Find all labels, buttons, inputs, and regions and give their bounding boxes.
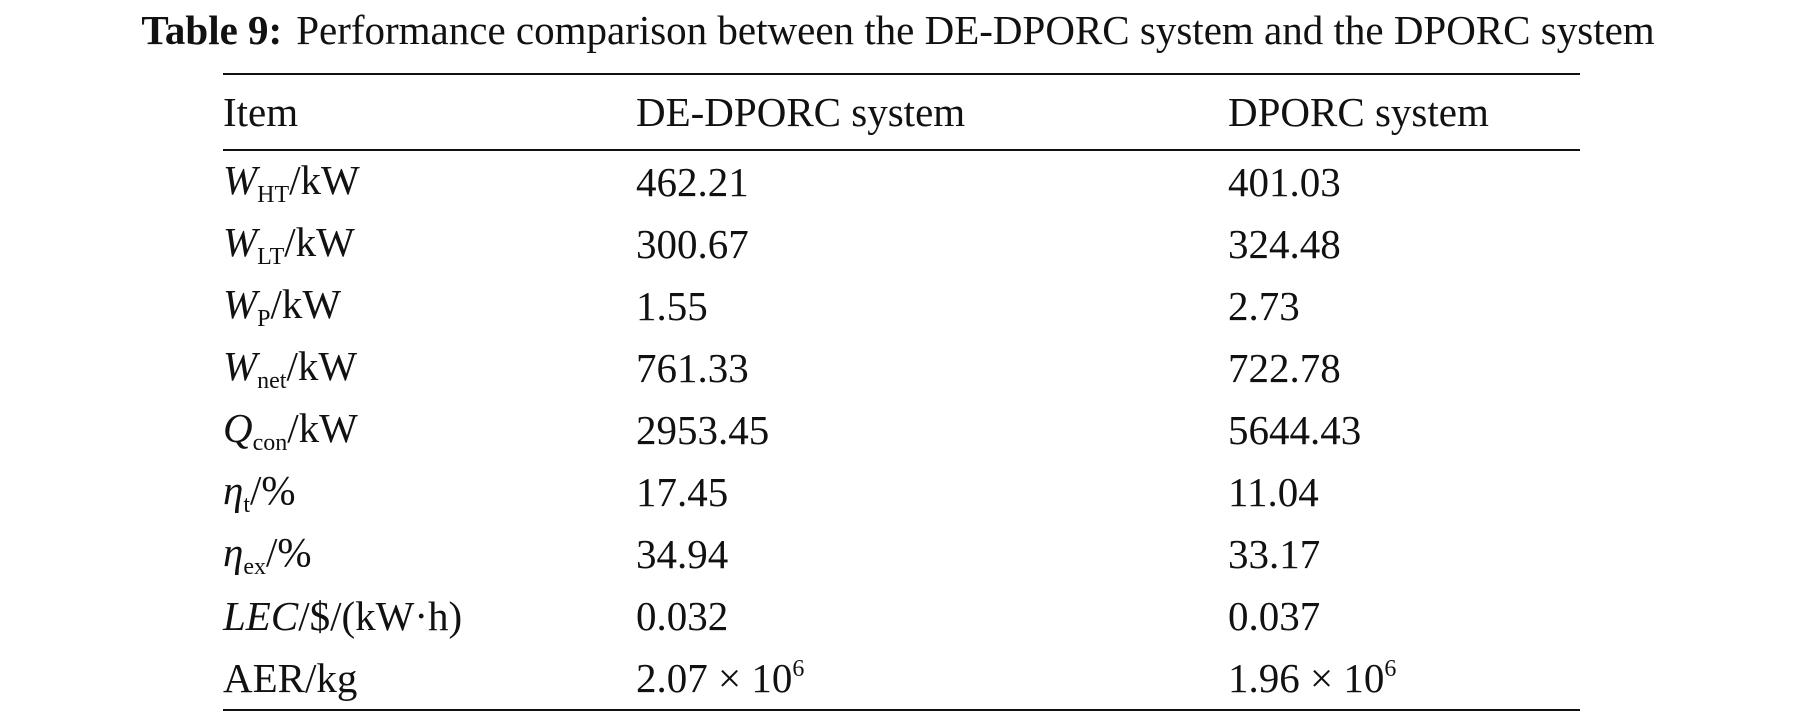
item-cell: AER/kg <box>223 647 636 710</box>
item-symbol: W <box>223 156 258 203</box>
value-cell: 2.07 × 106 <box>636 647 1228 710</box>
item-cell: Qcon/kW <box>223 399 636 461</box>
value-cell: 401.03 <box>1228 159 1341 205</box>
value-base: 1.96 × 10 <box>1228 655 1385 701</box>
table-row: WHT/kW 462.21 401.03 <box>223 150 1580 213</box>
caption-label: Table 9: <box>141 7 283 53</box>
caption: Table 9: Performance comparison between t… <box>0 6 1796 54</box>
value-cell: 761.33 <box>636 345 749 391</box>
value-cell: 5644.43 <box>1228 407 1362 453</box>
table: Item DE-DPORC system DPORC system WHT/kW 46… <box>223 73 1580 711</box>
value-cell: 2.73 <box>1228 283 1300 329</box>
value-cell: 462.21 <box>636 159 749 205</box>
item-subscript: con <box>252 429 288 456</box>
table-row: ηt/% 17.45 11.04 <box>223 461 1580 523</box>
value-cell: 1.96 × 106 <box>1228 647 1580 710</box>
item-unit: /% <box>250 466 296 513</box>
value-cell: 300.67 <box>636 221 749 267</box>
header-cell: DE-DPORC system <box>636 89 966 135</box>
value-cell: 1.55 <box>636 283 708 329</box>
item-symbol: η <box>223 466 244 513</box>
value-cell: 0.037 <box>1228 593 1321 639</box>
value-exponent: 6 <box>792 656 805 682</box>
item-cell: LEC/$/(kW·h) <box>223 585 636 647</box>
value-cell: 34.94 <box>636 531 729 577</box>
item-unit: /kW <box>289 156 360 203</box>
item-cell: WLT/kW <box>223 213 636 275</box>
item-subscript: LT <box>257 243 285 270</box>
item-subscript: HT <box>257 181 290 208</box>
table-row: WP/kW 1.55 2.73 <box>223 275 1580 337</box>
value-base: 2.07 × 10 <box>636 655 793 701</box>
item-symbol: W <box>223 342 258 389</box>
item-unit: /% <box>266 528 312 575</box>
item-subscript: t <box>243 491 251 518</box>
header-cell: Item <box>223 89 299 135</box>
item-subscript: net <box>257 367 287 394</box>
item-symbol: η <box>223 528 244 575</box>
item-unit: /kW <box>287 404 358 451</box>
item-unit: /kW <box>284 218 355 265</box>
table-body: WHT/kW 462.21 401.03 WLT/kW 300.67 324.48 WP/k… <box>223 150 1580 710</box>
table-row: Qcon/kW 2953.45 5644.43 <box>223 399 1580 461</box>
item-label: AER/kg <box>223 655 358 701</box>
table-row: WLT/kW 300.67 324.48 <box>223 213 1580 275</box>
table-row: LEC/$/(kW·h) 0.032 0.037 <box>223 585 1580 647</box>
caption-text: Performance comparison between the DE-DP… <box>296 7 1655 53</box>
item-cell: ηex/% <box>223 523 636 585</box>
item-cell: WP/kW <box>223 275 636 337</box>
item-unit: /kW <box>270 280 342 327</box>
value-cell: 33.17 <box>1228 531 1321 577</box>
value-cell: 17.45 <box>636 469 729 515</box>
item-cell: WHT/kW <box>223 150 636 213</box>
table-row: Wnet/kW 761.33 722.78 <box>223 337 1580 399</box>
item-subscript: P <box>257 305 271 332</box>
table-row: ηex/% 34.94 33.17 <box>223 523 1580 585</box>
table-row: AER/kg 2.07 × 106 1.96 × 106 <box>223 647 1580 710</box>
header-cell: DPORC system <box>1228 89 1489 135</box>
item-symbol: W <box>223 218 258 265</box>
item-unit: /kW <box>286 342 358 389</box>
item-symbol: LEC <box>223 593 299 639</box>
item-symbol: W <box>223 280 258 327</box>
item-cell: ηt/% <box>223 461 636 523</box>
item-symbol: Q <box>223 404 253 451</box>
value-exponent: 6 <box>1384 656 1397 682</box>
value-cell: 0.032 <box>636 593 729 639</box>
header-row: Item DE-DPORC system DPORC system <box>223 74 1580 150</box>
item-cell: Wnet/kW <box>223 337 636 399</box>
value-cell: 324.48 <box>1228 221 1341 267</box>
value-cell: 2953.45 <box>636 407 770 453</box>
item-subscript: ex <box>243 553 266 580</box>
value-cell: 11.04 <box>1228 469 1319 515</box>
item-unit: /$/(kW·h) <box>298 593 463 639</box>
value-cell: 722.78 <box>1228 345 1341 391</box>
